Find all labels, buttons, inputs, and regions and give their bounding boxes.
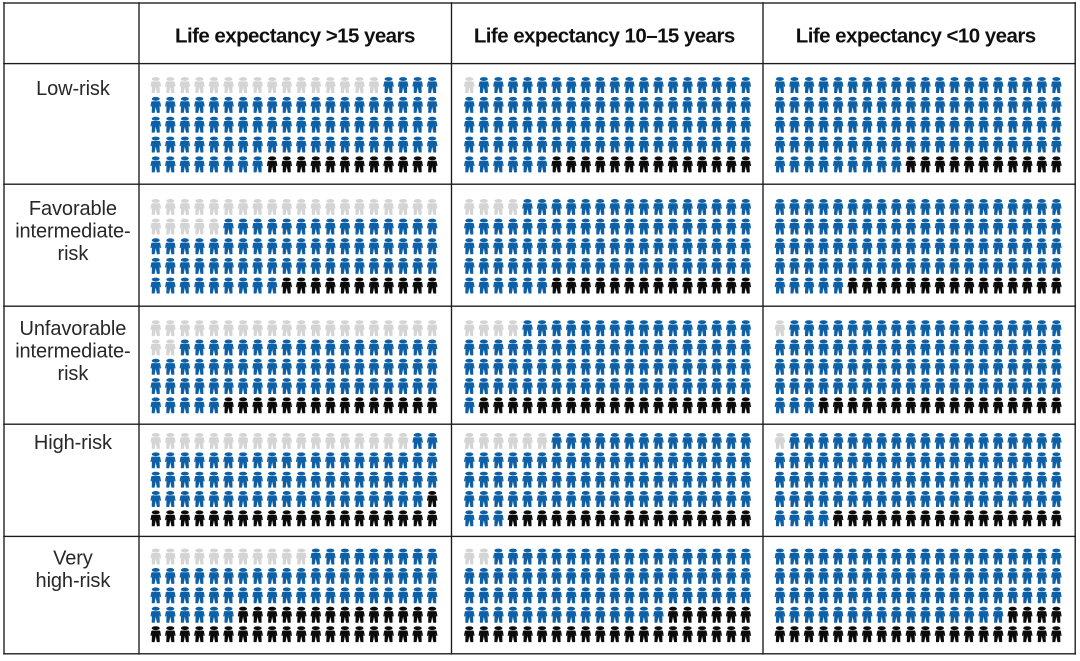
svg-text:Life expectancy 10–15 years: Life expectancy 10–15 years (474, 24, 735, 47)
svg-text:intermediate-: intermediate- (15, 341, 130, 363)
svg-text:High-risk: High-risk (34, 432, 113, 454)
svg-text:Unfavorable: Unfavorable (20, 318, 127, 340)
svg-text:high-risk: high-risk (36, 570, 112, 592)
svg-text:risk: risk (58, 243, 90, 265)
svg-text:Very: Very (53, 547, 93, 569)
svg-text:intermediate-: intermediate- (15, 220, 130, 242)
svg-text:Life expectancy >15 years: Life expectancy >15 years (175, 24, 415, 47)
svg-text:Life expectancy <10 years: Life expectancy <10 years (796, 24, 1036, 47)
svg-text:risk: risk (58, 363, 90, 385)
svg-text:Favorable: Favorable (29, 198, 117, 220)
svg-text:Low-risk: Low-risk (36, 78, 111, 100)
